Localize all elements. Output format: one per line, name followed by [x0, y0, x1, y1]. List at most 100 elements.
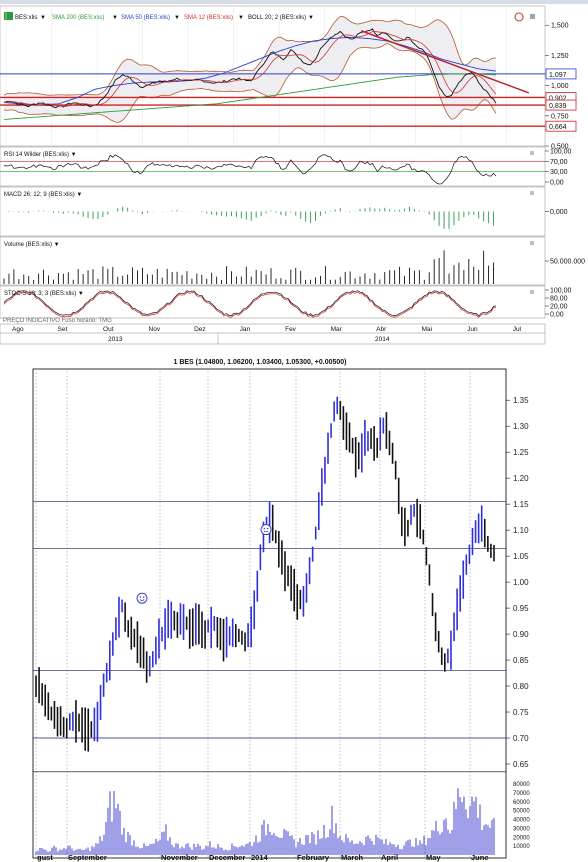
ticker-icon[interactable] — [4, 12, 13, 20]
smiley-eye — [263, 527, 265, 530]
bottom-price-bars — [35, 396, 495, 752]
price-tag-label: 0,839 — [549, 103, 567, 110]
bottom-month-label: December — [209, 853, 245, 862]
smiley-mouth — [263, 530, 269, 533]
smiley-mouth — [139, 599, 145, 601]
separator — [0, 348, 588, 354]
indicator-tick-label: 0,00 — [550, 312, 564, 319]
panel-settings-icon[interactable] — [514, 12, 524, 22]
price-tag-label: 1,097 — [549, 72, 567, 79]
year-label: 2014 — [375, 336, 390, 343]
indicator-label: Volume (BES:xlis) ▼ — [4, 242, 60, 248]
price-tick-label: 0,750 — [551, 113, 569, 120]
bottom-price-tick-label: 1.15 — [513, 500, 529, 509]
price-axis: 1,500 1,250 1,000 0,750 0,500 — [545, 23, 569, 151]
month-label: Mai — [422, 326, 432, 333]
legend-caret-icon: ▼ — [112, 15, 118, 21]
volume-tick-label: 40000 — [513, 818, 530, 824]
bottom-price-tick-label: 1.30 — [513, 422, 529, 431]
volume-tick-label: 60000 — [513, 800, 530, 806]
smiley-icon — [136, 592, 148, 604]
month-label: Fev — [285, 326, 297, 333]
bottom-price-tick-label: 1.25 — [513, 448, 529, 457]
bottom-month-label: March — [341, 853, 364, 862]
indicator-panel — [0, 236, 546, 286]
legend-entry-price: BES:xlis — [15, 15, 37, 21]
price-tag-box — [545, 99, 577, 111]
month-label: Nov — [149, 326, 161, 333]
price-tag-label: 0,902 — [549, 95, 567, 102]
panel-close-icon — [530, 290, 534, 294]
indicator-panels: RSI 14 Wilder (BES:xlis) ▼ 100,00 70,00 30,… — [0, 146, 585, 319]
toolbar-strip — [0, 0, 588, 4]
volume-tick-label: 50000 — [513, 809, 530, 815]
trend-line — [360, 30, 530, 94]
footer-note: PREÇO INDICATIVO Fuso horário: TMG — [3, 318, 112, 324]
legend-entry-boll: BOLL 20; 2 (BES:xlis) — [248, 15, 306, 21]
bottom-price-tick-label: 1.10 — [513, 526, 529, 535]
legend-caret-icon: ▼ — [308, 15, 314, 21]
sma12-line — [3, 30, 497, 107]
month-label: Mar — [331, 326, 343, 333]
bottom-month-label: gust — [37, 853, 53, 862]
indicator-label: STOC-S 10; 3; 3 (BES:xlis) ▼ — [4, 291, 84, 297]
panel-close-icon[interactable] — [530, 14, 535, 19]
smiley-eye — [139, 596, 141, 598]
top-technical-chart: BES:xlis ▼ SMA 200 (BES:xlis) ▼ SMA 50 (… — [0, 0, 588, 345]
indicator-panel — [0, 146, 546, 187]
bottom-month-label: 2014 — [251, 853, 269, 862]
legend: BES:xlis ▼ SMA 200 (BES:xlis) ▼ SMA 50 (… — [4, 12, 535, 22]
indicator-label: RSI 14 Wilder (BES:xlis) ▼ — [4, 152, 77, 158]
time-axis: Ago Set Out Nov Dez Jan Fev Mar Abr Mai Jun Jul 2013… — [0, 323, 546, 345]
bottom-price-tick-label: 1.05 — [513, 552, 529, 561]
bottom-month-label: May — [426, 853, 441, 862]
bottom-month-label: November — [161, 853, 198, 862]
bottom-price-tick-label: 0.95 — [513, 604, 529, 613]
bottom-price-tick-label: 0.65 — [513, 760, 529, 769]
sma200-line — [3, 73, 497, 120]
bottom-price-tick-label: 1.20 — [513, 474, 529, 483]
bottom-grid — [33, 369, 506, 858]
month-label: Jan — [240, 326, 251, 333]
year-label: 2013 — [108, 336, 123, 343]
rsi-line — [3, 154, 497, 185]
smiley-icon — [260, 524, 272, 536]
volume-tick-label: 70000 — [513, 791, 530, 797]
month-label: Out — [103, 326, 114, 333]
indicator-tick-label: 0,00 — [550, 180, 564, 187]
smiley-eye — [267, 527, 269, 530]
legend-caret-icon: ▼ — [174, 15, 180, 21]
indicator-tick-label: 0,000 — [550, 209, 568, 216]
smiley-face — [136, 592, 148, 604]
bottom-price-tick-label: 0.75 — [513, 708, 529, 717]
month-label: Ago — [12, 326, 24, 333]
price-tag-box — [545, 120, 577, 132]
stoch-d-line — [3, 291, 497, 318]
panel-close-icon — [530, 241, 534, 245]
indicator-label: MACD 26; 12; 9 (BES:xlis) ▼ — [4, 192, 82, 198]
legend-entry-sma50: SMA 50 (BES:xlis) — [121, 15, 170, 21]
bottom-month-label: April — [381, 853, 398, 862]
month-label: Abr — [376, 326, 387, 333]
bottom-price-axis: 1.35 1.30 1.25 1.20 1.15 1.10 1.05 1.00 0.95 0.90… — [506, 396, 529, 769]
time-axis-box — [0, 323, 546, 345]
price-tag-label: 0,664 — [549, 124, 567, 131]
sma50-line — [3, 36, 497, 106]
panel-close-icon — [530, 191, 534, 195]
legend-entry-sma12: SMA 12 (BES:xlis) — [184, 15, 233, 21]
volume-tick-label: 10000 — [513, 844, 530, 850]
legend-caret-icon: ▼ — [40, 15, 46, 21]
bottom-plot-frame — [32, 368, 507, 859]
indicator-tick-label: 100,00 — [550, 149, 572, 156]
price-tick-label: 1,500 — [551, 23, 569, 30]
bottom-price-tick-label: 1.35 — [513, 396, 529, 405]
price-tag-box — [545, 68, 577, 80]
volume-tick-label: 20000 — [513, 835, 530, 841]
indicator-tick-label: 30,00 — [550, 169, 568, 176]
month-label: Jun — [467, 326, 478, 333]
price-tick-label: 1,250 — [551, 53, 569, 60]
bottom-chart-title: 1 BES (1.04800, 1.06200, 1.03400, 1.0530… — [173, 359, 346, 366]
volume-tick-label: 30000 — [513, 826, 530, 832]
bottom-price-tick-label: 0.85 — [513, 656, 529, 665]
